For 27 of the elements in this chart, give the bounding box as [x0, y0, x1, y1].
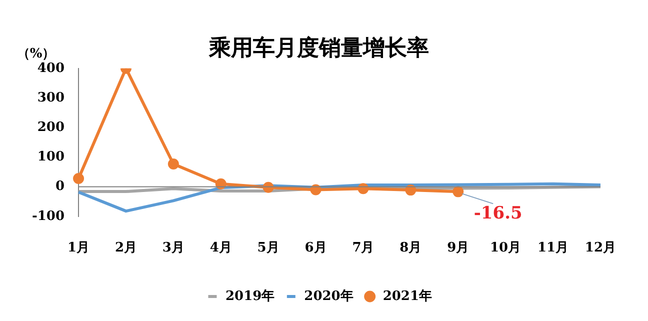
y-tick-label: 100 [37, 150, 65, 165]
x-tick-label: 10月 [490, 240, 522, 256]
chart-title: 乘用车月度销量增长率 [208, 34, 429, 61]
x-tick-label: 2月 [114, 240, 138, 256]
x-tick-label: 8月 [400, 240, 422, 256]
y-tick-label: -100 [32, 208, 65, 224]
x-tick-label: 5月 [257, 240, 280, 256]
point [168, 158, 179, 170]
y-tick-label: 400 [37, 60, 65, 76]
point [452, 186, 464, 198]
x-tick-label: 6月 [304, 240, 327, 256]
x-tick-label: 11月 [537, 240, 569, 256]
x-tick-label: 3月 [162, 240, 184, 256]
x-tick-label: 4月 [210, 240, 232, 256]
x-tick-label: 7月 [352, 240, 374, 256]
y-tick-label: 300 [37, 90, 65, 106]
x-tick-label: 12月 [584, 240, 616, 256]
y-axis-title: （%） [16, 46, 56, 62]
legend-label: 2021年 [382, 288, 432, 304]
point [73, 173, 84, 184]
y-tick-label: 0 [55, 179, 65, 194]
x-tick-label: 1月 [68, 240, 90, 256]
x-tick-label: 9月 [447, 240, 470, 256]
legend-label: 2019年 [225, 288, 275, 304]
legend-label: 2020年 [304, 288, 354, 304]
y-tick-label: 200 [37, 120, 65, 135]
annotation: -16.5 [474, 204, 522, 224]
